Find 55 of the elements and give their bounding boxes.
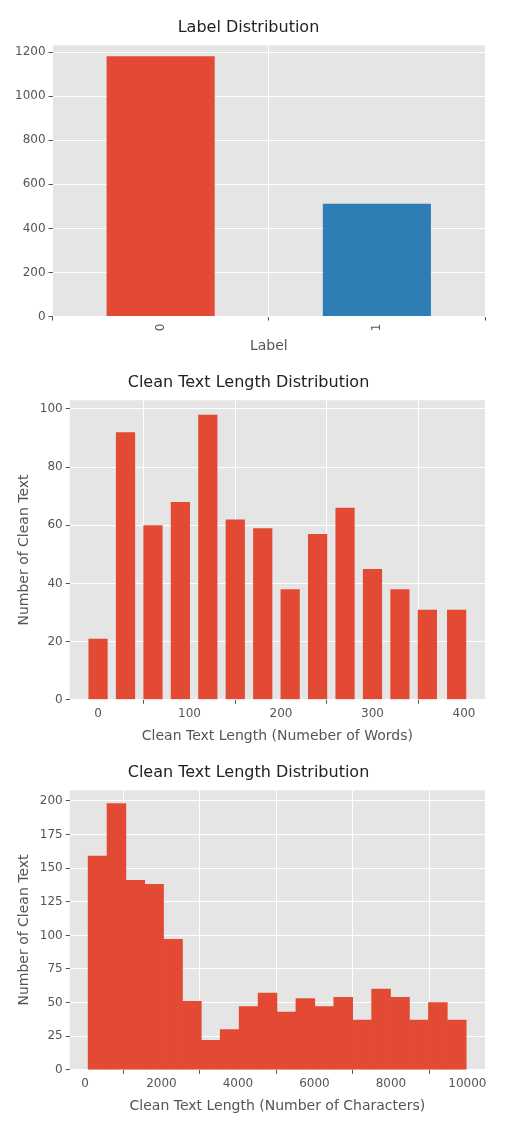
bar [115, 432, 136, 700]
y-tick-label: 40 [47, 575, 63, 590]
bar [143, 525, 163, 700]
y-tick-label: 100 [39, 401, 63, 416]
y-tick-label: 150 [39, 860, 63, 875]
chart-title: Label Distribution [177, 16, 320, 36]
x-tick-label: 4000 [222, 1076, 254, 1091]
y-tick-label: 100 [39, 927, 63, 942]
x-tick-label: 200 [269, 706, 293, 721]
y-tick-label: 60 [47, 517, 63, 532]
x-tick-label: 1 [369, 323, 384, 332]
chart-title: Clean Text Length Distribution [127, 761, 370, 781]
x-tick-label: 0 [94, 706, 102, 721]
y-axis-title: Number of Clean Text [15, 473, 32, 626]
x-tick-label: 2000 [146, 1076, 177, 1091]
y-tick-label: 200 [39, 793, 63, 808]
y-tick-label: 25 [47, 1028, 63, 1043]
y-tick-label: 1000 [14, 88, 46, 103]
y-tick-label: 1200 [14, 44, 46, 59]
bar [447, 609, 467, 700]
x-tick-label: 6000 [299, 1076, 330, 1091]
y-tick-label: 80 [47, 459, 63, 474]
bar [335, 507, 355, 700]
y-tick-label: 800 [22, 132, 46, 147]
bar [362, 568, 383, 700]
y-tick-label: 175 [39, 826, 63, 841]
y-tick-label: 20 [47, 633, 63, 648]
bar [390, 589, 410, 700]
y-tick-label: 200 [22, 264, 46, 279]
chart-title: Clean Text Length Distribution [127, 371, 370, 391]
bar [253, 528, 273, 700]
y-tick-label: 600 [22, 176, 46, 191]
bar [308, 534, 328, 700]
x-tick-label: 8000 [375, 1076, 407, 1091]
x-axis-title: Clean Text Length (Numeber of Words) [141, 727, 413, 744]
bar [170, 502, 190, 700]
x-tick-label: 300 [361, 706, 384, 721]
y-tick-label: 0 [55, 1061, 63, 1076]
y-tick-label: 50 [47, 994, 63, 1009]
x-tick-label: 100 [178, 706, 201, 721]
x-tick-label: 0 [81, 1076, 89, 1091]
bar [417, 609, 437, 700]
y-tick-label: 400 [22, 220, 46, 235]
x-axis-title: Clean Text Length (Number of Characters) [129, 1097, 426, 1114]
bar [88, 638, 108, 700]
y-tick-label: 0 [55, 691, 63, 706]
bar [198, 414, 218, 700]
x-tick-label: 400 [452, 706, 476, 721]
x-axis-title: Label [249, 337, 288, 354]
bar [225, 519, 245, 700]
y-tick-label: 75 [47, 961, 63, 976]
x-tick-label: 10000 [448, 1076, 487, 1091]
bar [280, 589, 300, 700]
y-tick-label: 125 [39, 893, 63, 908]
y-axis-title: Number of Clean Text [15, 853, 32, 1006]
